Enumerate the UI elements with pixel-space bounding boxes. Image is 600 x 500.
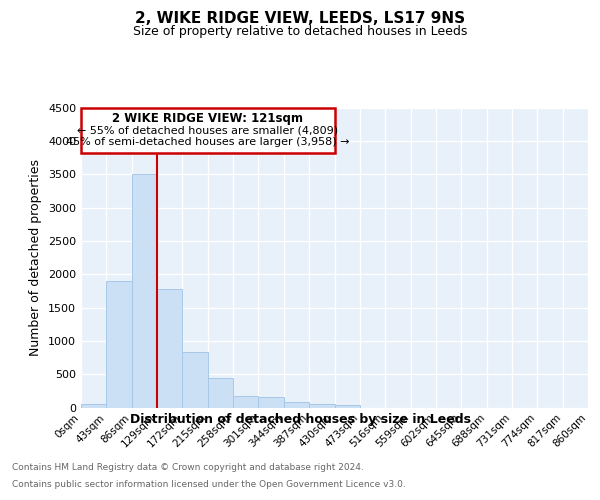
Bar xyxy=(81,404,106,407)
Text: Distribution of detached houses by size in Leeds: Distribution of detached houses by size … xyxy=(130,412,470,426)
Bar xyxy=(233,396,259,407)
Bar xyxy=(132,174,157,408)
Bar xyxy=(309,404,335,407)
Bar xyxy=(106,281,132,407)
Bar xyxy=(182,352,208,408)
Bar xyxy=(284,402,309,407)
Text: ← 55% of detached houses are smaller (4,809): ← 55% of detached houses are smaller (4,… xyxy=(77,126,338,136)
Bar xyxy=(335,404,360,407)
Text: Contains public sector information licensed under the Open Government Licence v3: Contains public sector information licen… xyxy=(12,480,406,489)
Text: 45% of semi-detached houses are larger (3,958) →: 45% of semi-detached houses are larger (… xyxy=(66,136,349,146)
Bar xyxy=(157,289,182,408)
Text: 2 WIKE RIDGE VIEW: 121sqm: 2 WIKE RIDGE VIEW: 121sqm xyxy=(112,112,303,124)
Text: Contains HM Land Registry data © Crown copyright and database right 2024.: Contains HM Land Registry data © Crown c… xyxy=(12,462,364,471)
Text: 2, WIKE RIDGE VIEW, LEEDS, LS17 9NS: 2, WIKE RIDGE VIEW, LEEDS, LS17 9NS xyxy=(135,11,465,26)
Bar xyxy=(259,397,284,407)
Y-axis label: Number of detached properties: Number of detached properties xyxy=(29,159,43,356)
Bar xyxy=(208,378,233,408)
Text: Size of property relative to detached houses in Leeds: Size of property relative to detached ho… xyxy=(133,24,467,38)
FancyBboxPatch shape xyxy=(81,108,335,153)
